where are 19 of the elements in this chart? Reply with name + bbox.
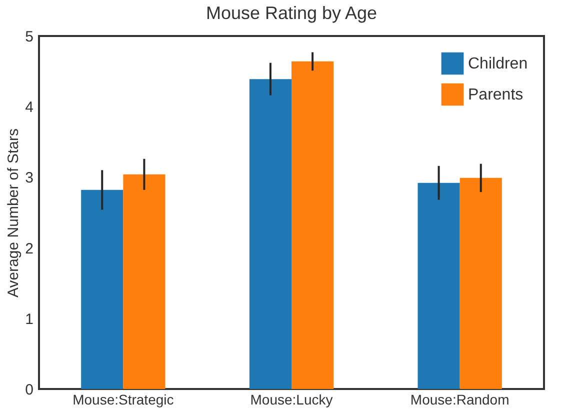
bar xyxy=(123,174,166,389)
y-tick-label: 3 xyxy=(25,170,34,187)
legend-label: Children xyxy=(468,56,528,72)
y-tick-label: 4 xyxy=(25,99,34,116)
y-tick-label: 2 xyxy=(25,240,34,258)
bar xyxy=(249,79,292,389)
chart-title: Mouse Rating by Age xyxy=(206,3,378,23)
y-axis-title: Average Number of Stars xyxy=(5,128,22,298)
y-tick-label: 1 xyxy=(25,310,34,328)
x-tick-label: Mouse:Lucky xyxy=(250,392,333,408)
bar xyxy=(292,61,334,389)
legend-label: Parents xyxy=(468,86,524,104)
y-tick-label: 0 xyxy=(25,382,34,398)
bar xyxy=(418,182,460,389)
bar xyxy=(81,190,124,389)
x-tick-label: Mouse:Strategic xyxy=(72,392,174,408)
x-tick-label: Mouse:Random xyxy=(410,392,510,408)
y-tick-label: 5 xyxy=(25,28,34,46)
bar xyxy=(460,178,502,389)
